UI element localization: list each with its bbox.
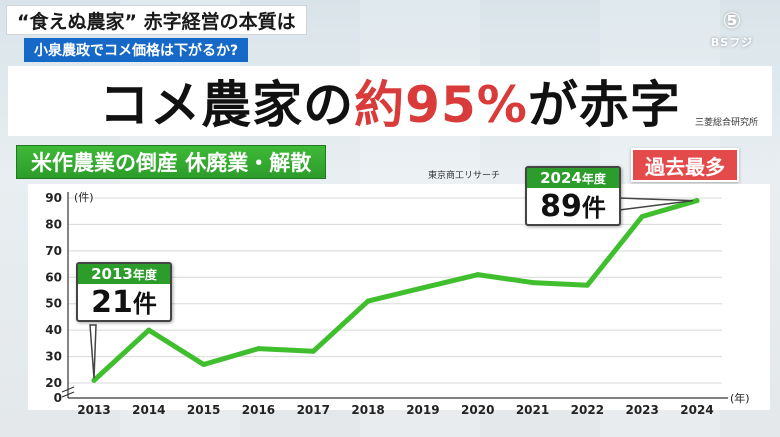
data-point-2016 bbox=[255, 346, 261, 352]
topic-text: “食えぬ農家” 赤字経営の本質は bbox=[17, 10, 296, 33]
x-tick-label-2013: 2013 bbox=[77, 403, 110, 417]
callout-last: 2024年度 89件 bbox=[525, 166, 621, 226]
callout-last-number: 89 bbox=[540, 189, 582, 224]
x-axis-label: (年) bbox=[730, 391, 750, 405]
data-point-2023 bbox=[639, 214, 645, 219]
badge-text: 過去最多 bbox=[645, 154, 725, 179]
data-point-2024 bbox=[694, 198, 700, 204]
data-point-2013 bbox=[91, 377, 97, 383]
data-point-2015 bbox=[201, 362, 207, 367]
callout-first-year: 2013年度 bbox=[78, 264, 170, 284]
callout-first-year-value: 2013 bbox=[91, 265, 133, 283]
x-tick-label-2023: 2023 bbox=[625, 403, 658, 417]
callout-first: 2013年度 21件 bbox=[76, 262, 172, 322]
chart-source: 東京商工リサーチ bbox=[428, 171, 501, 181]
program-topic: “食えぬ農家” 赤字経営の本質は bbox=[6, 5, 307, 35]
headline-part2: が赤字 bbox=[527, 76, 681, 134]
x-tick-label-2018: 2018 bbox=[351, 403, 384, 417]
callout-first-value: 21件 bbox=[78, 284, 170, 320]
channel-logo: ⑤ BSフジ bbox=[704, 10, 760, 54]
data-point-2014 bbox=[146, 327, 152, 333]
y-tick-label-50: 50 bbox=[45, 297, 62, 311]
y-axis-label: (件) bbox=[74, 191, 94, 204]
data-point-2019 bbox=[420, 285, 426, 291]
y-tick-label-60: 60 bbox=[45, 270, 62, 284]
callout-last-year-suffix: 年度 bbox=[581, 172, 606, 186]
y-tick-label-40: 40 bbox=[45, 323, 62, 337]
x-tick-label-2015: 2015 bbox=[187, 403, 220, 417]
y-tick-label-20: 20 bbox=[45, 376, 62, 390]
callout-last-value: 89件 bbox=[527, 188, 619, 224]
callout-first-unit: 件 bbox=[132, 290, 157, 318]
callout-last-year-value: 2024 bbox=[540, 169, 582, 187]
y-tick-label-80: 80 bbox=[45, 217, 62, 231]
callout-first-pointer bbox=[89, 324, 97, 379]
y-tick-label-30: 30 bbox=[45, 350, 62, 364]
callout-first-number: 21 bbox=[91, 285, 133, 320]
callout-last-unit: 件 bbox=[581, 194, 606, 222]
record-badge: 過去最多 bbox=[631, 148, 739, 182]
x-tick-label-2019: 2019 bbox=[406, 403, 439, 417]
x-tick-label-2017: 2017 bbox=[297, 403, 330, 417]
program-subtopic: 小泉農政でコメ価格は下がるか? bbox=[24, 38, 249, 62]
x-tick-label-2020: 2020 bbox=[461, 403, 494, 417]
x-tick-label-2021: 2021 bbox=[516, 403, 549, 417]
headline-highlight: 約95% bbox=[354, 76, 528, 134]
data-point-2017 bbox=[310, 348, 316, 354]
data-point-2022 bbox=[584, 282, 590, 288]
axis-break-mark bbox=[61, 386, 75, 398]
chart-section-title: 米作農業の倒産 休廃業・解散 bbox=[16, 145, 327, 179]
x-tick-label-2016: 2016 bbox=[242, 403, 275, 417]
x-tick-label-2024: 2024 bbox=[680, 403, 713, 417]
subtopic-text: 小泉農政でコメ価格は下がるか? bbox=[34, 43, 239, 59]
callout-last-year: 2024年度 bbox=[527, 168, 619, 188]
series-line-0 bbox=[91, 198, 700, 383]
headline-banner: コメ農家の 約95% が赤字 三菱総合研究所 bbox=[8, 66, 772, 136]
y-tick-label-90: 90 bbox=[45, 191, 62, 205]
x-tick-label-2014: 2014 bbox=[132, 403, 165, 417]
y-tick-label-0: 0 bbox=[54, 391, 62, 405]
data-point-2021 bbox=[530, 280, 536, 286]
x-tick-label-2022: 2022 bbox=[571, 403, 604, 417]
headline-part1: コメ農家の bbox=[99, 76, 355, 134]
channel-logo-icon: ⑤ bbox=[722, 9, 742, 34]
channel-logo-name: BSフジ bbox=[710, 36, 754, 49]
headline-source: 三菱総合研究所 bbox=[694, 118, 758, 128]
section-title-text: 米作農業の倒産 休廃業・解散 bbox=[31, 151, 312, 175]
callout-first-year-suffix: 年度 bbox=[132, 268, 157, 282]
data-point-2020 bbox=[475, 272, 481, 278]
y-tick-label-70: 70 bbox=[45, 244, 62, 258]
data-point-2018 bbox=[365, 298, 371, 304]
